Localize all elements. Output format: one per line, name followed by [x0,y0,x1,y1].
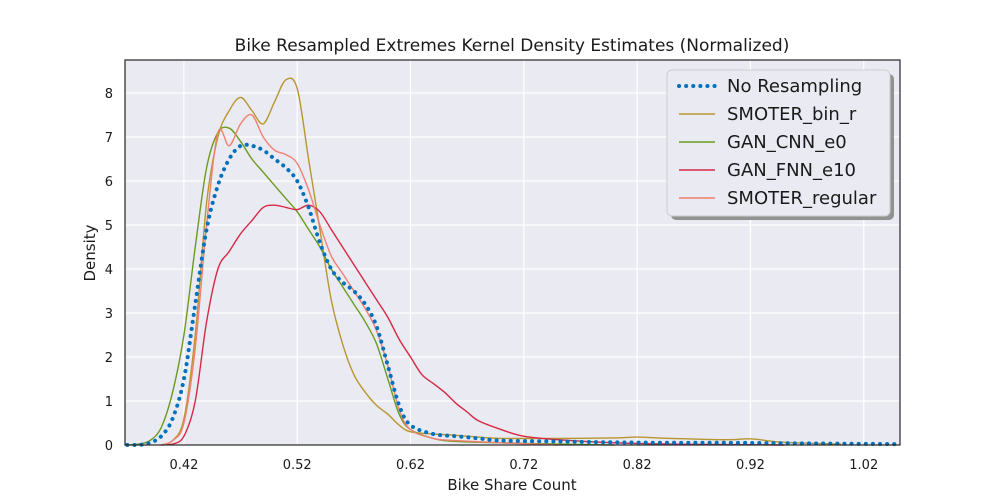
ticks: 0.42 0.52 0.62 0.72 0.82 0.92 1.02 0 1 2 3 4 5 6 7 8 [105,59,901,473]
y-tick-label: 1 [105,395,113,410]
plot-frame [124,59,901,446]
y-tick-label: 4 [105,263,113,278]
y-tick-label: 0 [105,439,113,454]
x-tick-label: 0.52 [283,458,312,473]
x-tick-label: 0.62 [396,458,425,473]
x-tick-label: 0.42 [169,458,198,473]
legend-box [666,69,891,217]
y-axis-label: Density [81,224,99,281]
x-tick-label: 0.82 [623,458,652,473]
legend-label-no-resampling: No Resampling [727,76,862,97]
legend: No Resampling SMOTER_bin_r GAN_CNN_e0 GAN_F… [666,69,894,220]
series-line-smoter-bin-r [161,77,842,446]
series-line-smoter-regular [161,113,558,446]
y-tick-label: 8 [105,87,113,102]
legend-label-gan-cnn-e0: GAN_CNN_e0 [727,132,847,153]
y-tick-label: 6 [105,175,113,190]
series-line-gan-fnn-e10 [161,204,785,446]
y-tick-label: 7 [105,131,113,146]
y-tick-label: 3 [105,307,113,322]
x-tick-label: 0.72 [509,458,538,473]
x-tick-label: 0.92 [736,458,765,473]
series-layer [125,77,900,447]
legend-label-gan-fnn-e10: GAN_FNN_e10 [727,160,856,181]
y-tick-label: 2 [105,351,113,366]
x-axis-label: Bike Share Count [447,476,576,494]
y-tick-label: 5 [105,219,113,234]
series-line-no-resampling [125,142,900,447]
legend-label-smoter-regular: SMOTER_regular [727,188,877,209]
legend-label-smoter-bin-r: SMOTER_bin_r [727,104,857,125]
chart-title: Bike Resampled Extremes Kernel Density E… [235,36,790,56]
x-tick-label: 1.02 [849,458,878,473]
